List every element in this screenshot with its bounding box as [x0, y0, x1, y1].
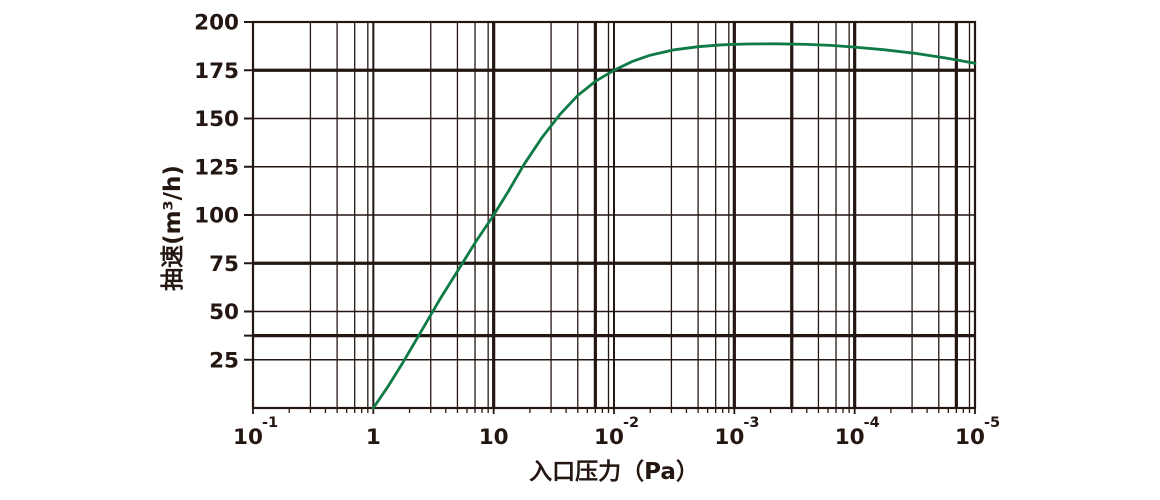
x-tick-label: 10	[479, 425, 509, 450]
x-tick-label: 10	[714, 425, 744, 450]
y-tick-label: 75	[209, 252, 239, 277]
x-tick-label: 10	[835, 425, 865, 450]
x-tick-label: 10	[233, 425, 263, 450]
x-tick-exponent: -1	[262, 415, 278, 431]
y-tick-label: 150	[194, 107, 239, 132]
y-tick-label: 125	[194, 155, 239, 180]
x-tick-label: 10	[955, 425, 985, 450]
y-tick-label: 100	[194, 204, 239, 229]
y-tick-label: 200	[194, 11, 239, 36]
y-tick-label: 25	[209, 348, 239, 373]
x-tick-exponent: -5	[984, 415, 1000, 431]
x-tick-label: 1	[366, 425, 381, 450]
x-tick-exponent: -2	[623, 415, 639, 431]
x-tick-exponent: -3	[743, 415, 759, 431]
y-tick-label: 50	[209, 300, 239, 325]
x-tick-exponent: -4	[864, 415, 880, 431]
y-axis-title: 抽速(m³/h)	[160, 165, 186, 291]
x-axis-title: 入口压力（Pa）	[529, 459, 699, 485]
x-tick-label: 10	[594, 425, 624, 450]
y-tick-label: 175	[194, 59, 239, 84]
speed-curve	[371, 42, 977, 410]
